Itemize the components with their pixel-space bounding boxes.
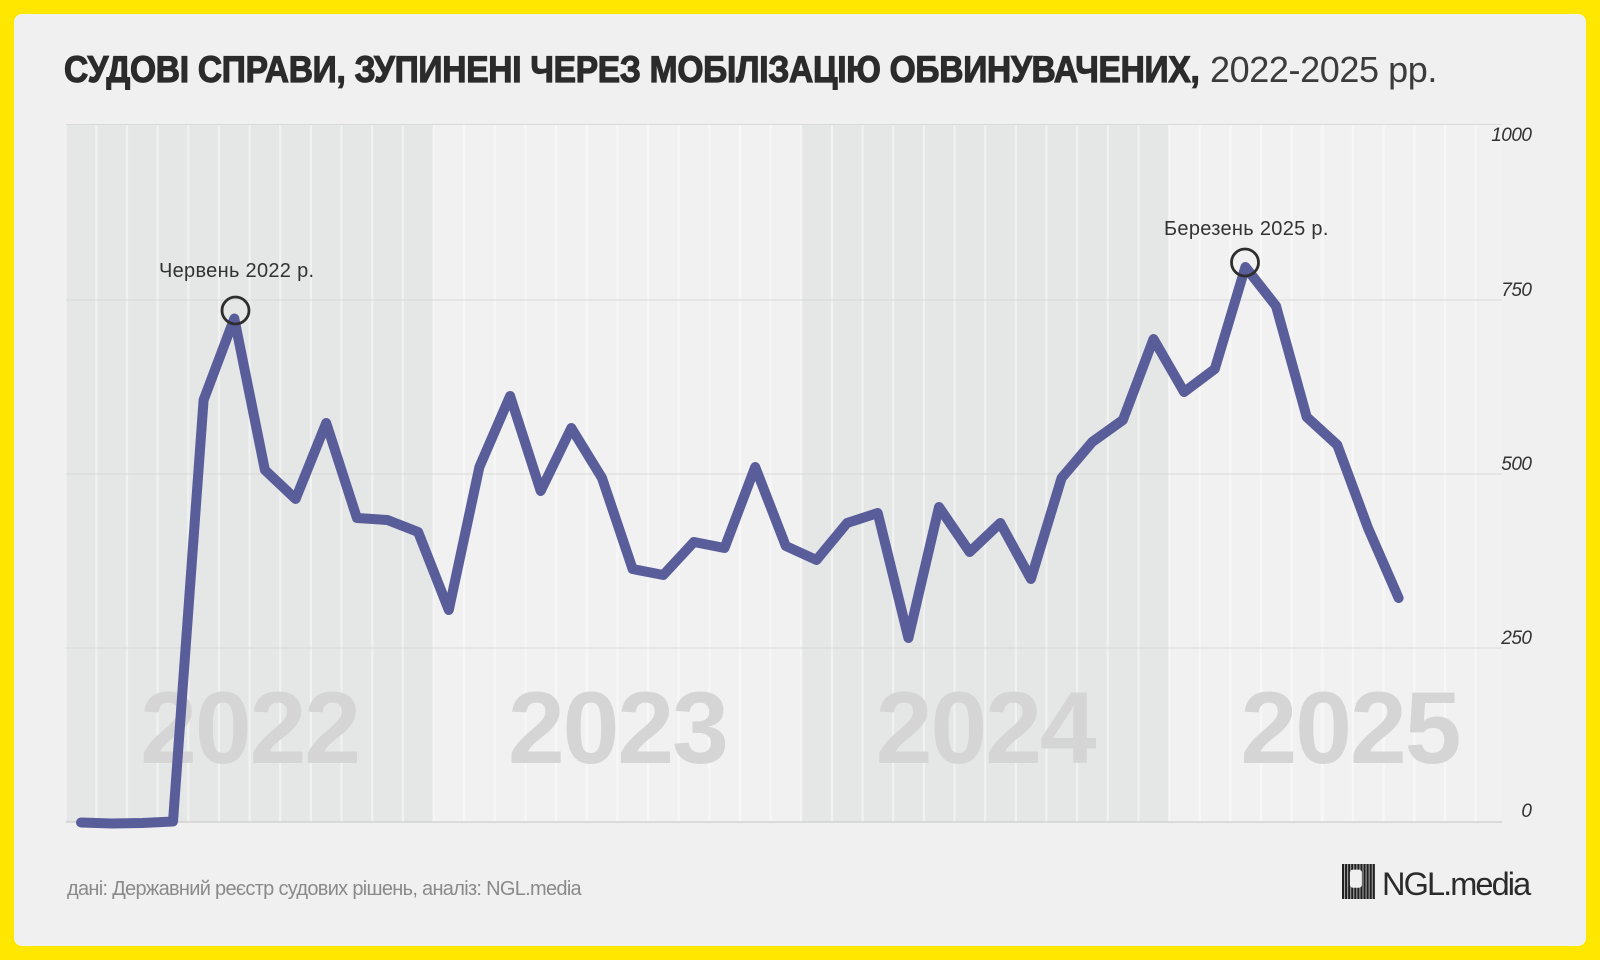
svg-text:2025: 2025: [1241, 671, 1460, 785]
svg-text:2023: 2023: [508, 671, 727, 785]
svg-text:2024: 2024: [876, 671, 1097, 785]
